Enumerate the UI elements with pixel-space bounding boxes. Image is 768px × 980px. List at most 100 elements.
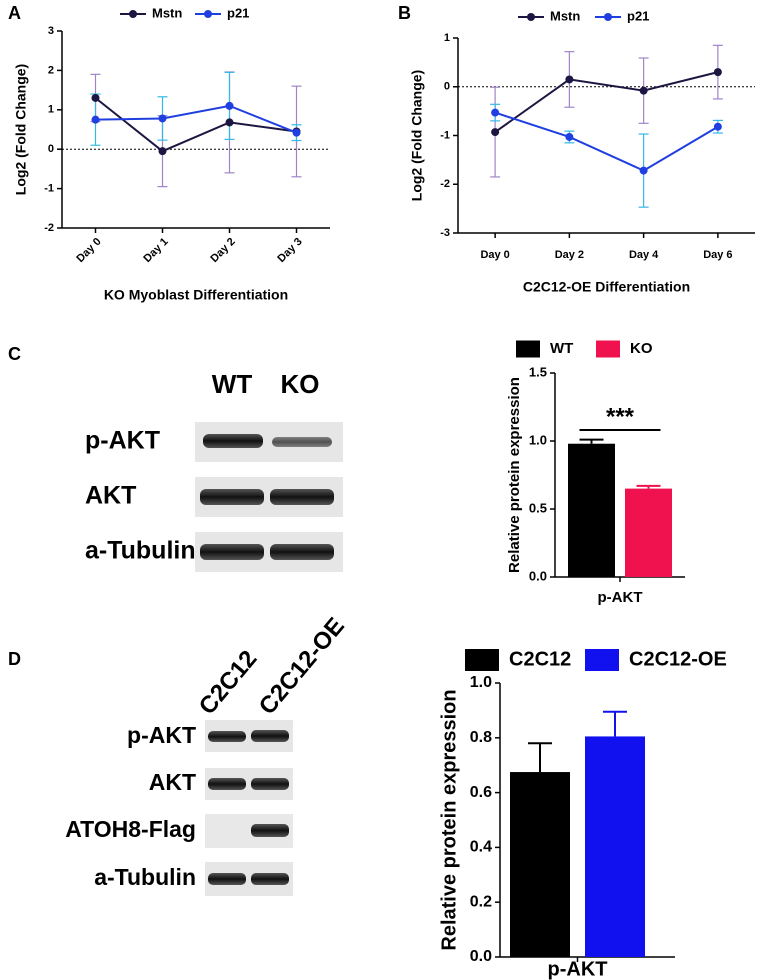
lane-label: WT [212, 369, 253, 399]
legend-label: Mstn [152, 5, 182, 20]
x-axis-label: KO Myoblast Differentiation [104, 287, 288, 303]
band [270, 544, 334, 560]
row-label: p-AKT [127, 722, 196, 748]
legend-swatch [596, 340, 620, 358]
panel-label: D [8, 649, 21, 669]
y-tick-label: 0.2 [470, 893, 492, 910]
series-line [94, 97, 297, 153]
row-label: ATOH8-Flag [65, 816, 196, 842]
x-tick-label: Day 6 [703, 249, 732, 261]
series-line [494, 111, 719, 172]
y-tick-label: 0.4 [470, 839, 492, 856]
y-tick-label: 1 [444, 32, 450, 44]
legend-label: C2C12 [509, 648, 571, 670]
point [565, 75, 574, 84]
y-tick-label: 0.6 [470, 784, 492, 801]
point [565, 132, 574, 141]
row-label: a-Tubulin [94, 864, 196, 890]
x-tick-label: Day 4 [629, 249, 659, 261]
row-label: AKT [149, 769, 196, 795]
legend-marker [604, 13, 612, 21]
band [208, 778, 246, 790]
y-axis-label: Log2 (Fold Change) [409, 70, 425, 201]
band [251, 824, 289, 837]
y-tick-label: -1 [440, 129, 450, 141]
point [639, 166, 648, 175]
x-axis-label: C2C12-OE Differentiation [523, 279, 690, 295]
lane-label: C2C12 [194, 645, 263, 720]
band [272, 437, 332, 447]
y-tick-label: -2 [44, 222, 54, 234]
legend-label: WT [550, 340, 573, 357]
point [639, 86, 648, 95]
bar [625, 488, 672, 577]
x-tick-label: Day 1 [141, 236, 170, 265]
y-tick-label: 3 [48, 25, 54, 37]
y-tick-label: 0 [48, 143, 54, 155]
legend-label: KO [630, 340, 653, 357]
band [251, 730, 289, 742]
bar [585, 736, 645, 957]
significance-label: *** [606, 403, 635, 430]
band [208, 731, 246, 742]
y-axis-label: Relative protein expression [506, 377, 523, 573]
lane-label: C2C12-OE [254, 613, 350, 720]
x-tick-label: Day 0 [74, 236, 103, 265]
legend-label: p21 [627, 8, 649, 23]
legend-swatch [516, 340, 540, 358]
point [225, 101, 234, 110]
y-tick-label: -2 [440, 178, 450, 190]
x-tick-label: Day 2 [555, 249, 584, 261]
row-label: p-AKT [85, 427, 160, 455]
y-tick-label: 0.0 [529, 568, 547, 583]
legend-marker [527, 13, 535, 21]
x-tick-label: Day 3 [275, 236, 304, 265]
bar [568, 443, 615, 577]
point [491, 128, 500, 137]
series-line [494, 71, 719, 133]
series-line [95, 104, 297, 134]
legend-swatch [585, 649, 619, 671]
legend-label: C2C12-OE [629, 648, 727, 670]
y-tick-label: -3 [440, 227, 450, 239]
blot [195, 422, 343, 572]
legend-label: Mstn [550, 8, 580, 23]
legend-label: p21 [227, 5, 249, 20]
row-label: a-Tubulin [85, 537, 196, 565]
blot [205, 720, 293, 896]
legend-marker [204, 10, 212, 18]
y-tick-label: 1.0 [529, 432, 547, 447]
lane-label: KO [281, 369, 320, 399]
y-axis-label: Relative protein expression [438, 689, 460, 950]
y-tick-label: 1 [48, 104, 54, 116]
row-label: AKT [85, 482, 136, 510]
y-axis-label: Log2 (Fold Change) [13, 64, 29, 195]
band [251, 778, 289, 790]
y-tick-label: 0.0 [470, 948, 492, 965]
point [158, 114, 167, 123]
x-tick-label: Day 0 [480, 249, 509, 261]
band [200, 544, 264, 560]
panel-label: A [8, 3, 21, 23]
point [91, 93, 100, 102]
legend-swatch [465, 649, 499, 671]
x-tick-label: p-AKT [548, 958, 608, 980]
y-tick-label: 0 [444, 81, 450, 93]
band [208, 873, 246, 885]
legend-marker [129, 10, 137, 18]
band [251, 873, 289, 885]
point [713, 68, 722, 77]
band [270, 489, 334, 505]
point [491, 108, 500, 117]
y-tick-label: 1.5 [529, 364, 547, 379]
point [713, 122, 722, 131]
y-tick-label: 0.5 [529, 500, 547, 515]
panel-label: C [8, 344, 21, 364]
y-tick-label: 0.8 [470, 729, 492, 746]
bar [510, 772, 570, 957]
point [225, 118, 234, 127]
x-tick-label: Day 2 [208, 236, 237, 265]
x-tick-label: p-AKT [598, 589, 643, 606]
point [91, 115, 100, 124]
